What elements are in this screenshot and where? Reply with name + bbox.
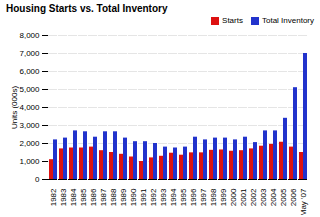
svg-text:1996: 1996	[189, 188, 198, 206]
svg-text:0: 0	[35, 175, 40, 184]
svg-text:7,000: 7,000	[19, 49, 40, 58]
svg-text:Units (000s): Units (000s)	[10, 86, 19, 129]
svg-text:1990: 1990	[129, 188, 138, 206]
svg-text:4,000: 4,000	[19, 103, 40, 112]
svg-text:1998: 1998	[209, 188, 218, 206]
svg-text:1987: 1987	[99, 188, 108, 206]
svg-text:2,000: 2,000	[19, 139, 40, 148]
svg-text:1984: 1984	[69, 188, 78, 206]
svg-text:1992: 1992	[149, 188, 158, 206]
html-text:Total Inventory: Total Inventory	[262, 16, 314, 25]
svg-text:1995: 1995	[179, 188, 188, 206]
svg-text:1989: 1989	[119, 188, 128, 206]
svg-text:5,000: 5,000	[19, 85, 40, 94]
svg-text:6,000: 6,000	[19, 67, 40, 76]
svg-text:1986: 1986	[89, 188, 98, 206]
svg-text:1993: 1993	[159, 188, 168, 206]
svg-text:2003: 2003	[259, 188, 268, 206]
svg-text:2004: 2004	[269, 188, 278, 206]
svg-text:1985: 1985	[79, 188, 88, 206]
svg-text:3,000: 3,000	[19, 121, 40, 130]
svg-text:1,000: 1,000	[19, 157, 40, 166]
svg-text:1983: 1983	[59, 188, 68, 206]
svg-text:8,000: 8,000	[19, 31, 40, 40]
svg-text:2005: 2005	[279, 188, 288, 206]
html-text:Housing Starts vs. Total Inven: Housing Starts vs. Total Inventory	[6, 3, 168, 14]
svg-text:2001: 2001	[239, 188, 248, 206]
html-text:Starts: Starts	[222, 16, 243, 25]
svg-text:2002: 2002	[249, 188, 258, 206]
svg-text:1994: 1994	[169, 188, 178, 206]
svg-text:1988: 1988	[109, 188, 118, 206]
svg-text:2000: 2000	[229, 188, 238, 206]
svg-text:2006: 2006	[289, 188, 298, 206]
svg-text:1982: 1982	[49, 188, 58, 206]
svg-text:1999: 1999	[219, 188, 228, 206]
svg-text:1991: 1991	[139, 188, 148, 206]
svg-text:May '07: May '07	[299, 188, 308, 215]
svg-text:1997: 1997	[199, 188, 208, 206]
